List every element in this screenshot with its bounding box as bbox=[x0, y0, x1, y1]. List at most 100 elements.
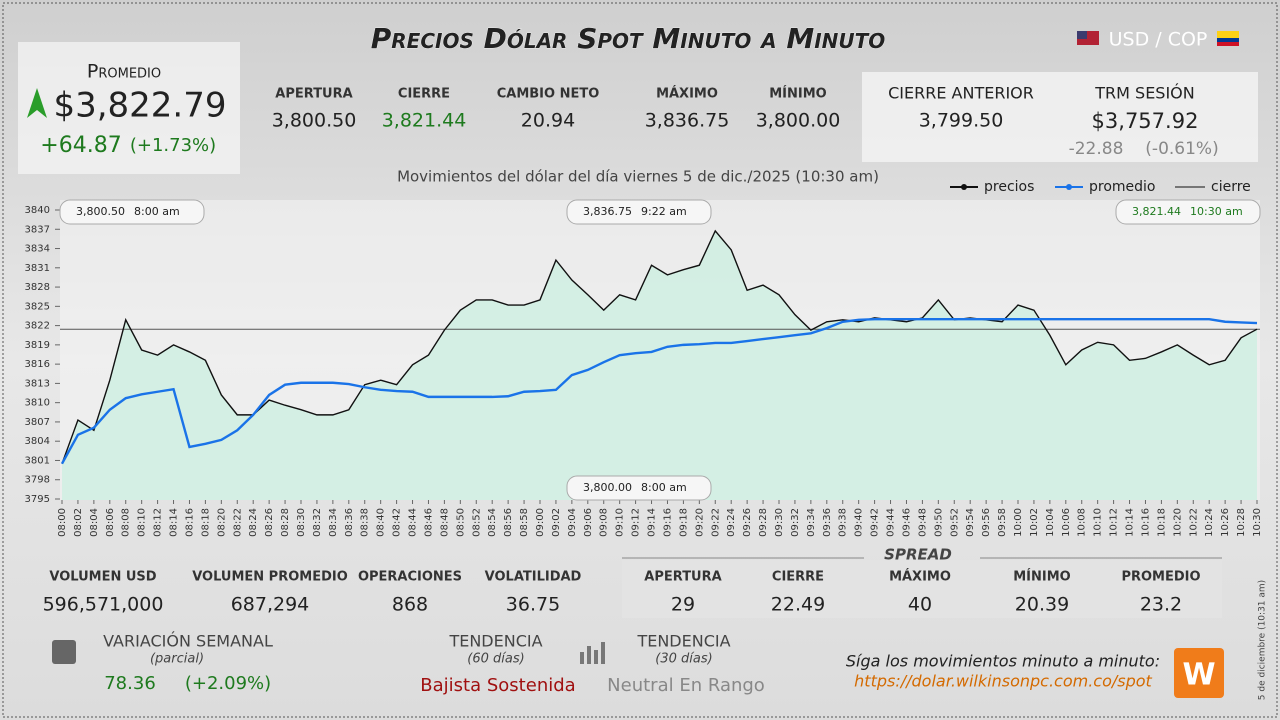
up-arrow bbox=[27, 88, 47, 118]
x-tick-label: 08:40 bbox=[376, 508, 387, 537]
x-tick-label: 10:14 bbox=[1125, 508, 1136, 537]
title: Precios Dólar Spot Minuto a Minuto bbox=[371, 22, 886, 55]
calendar-icon bbox=[52, 640, 76, 664]
spread-label: MÁXIMO bbox=[889, 569, 951, 585]
spread-value: 20.39 bbox=[1015, 594, 1069, 616]
spread-label: APERTURA bbox=[644, 570, 721, 585]
x-tick-label: 09:52 bbox=[949, 508, 960, 537]
x-tick-label: 08:14 bbox=[169, 508, 180, 537]
volume-label: VOLATILIDAD bbox=[485, 570, 582, 585]
trend-label: TENDENCIA bbox=[636, 632, 730, 651]
y-tick-label: 3822 bbox=[25, 321, 50, 332]
previous-label: CIERRE ANTERIOR bbox=[888, 84, 1034, 103]
y-tick-label: 3810 bbox=[25, 398, 50, 409]
x-tick-label: 10:06 bbox=[1061, 508, 1072, 537]
x-tick-label: 08:16 bbox=[184, 508, 195, 537]
annotation-time: 8:00 am bbox=[641, 481, 687, 494]
previous-box bbox=[862, 72, 1258, 162]
x-tick-label: 08:34 bbox=[328, 508, 339, 537]
y-tick-label: 3816 bbox=[25, 359, 50, 370]
x-tick-label: 10:18 bbox=[1156, 508, 1167, 537]
x-tick-label: 08:08 bbox=[121, 508, 132, 537]
x-tick-label: 08:18 bbox=[200, 508, 211, 537]
x-tick-label: 08:38 bbox=[360, 508, 371, 537]
spread-value: 29 bbox=[671, 594, 695, 616]
x-tick-label: 09:48 bbox=[917, 508, 928, 537]
average-change: +64.87 bbox=[40, 133, 121, 158]
x-tick-label: 09:10 bbox=[615, 508, 626, 537]
x-tick-label: 10:28 bbox=[1236, 508, 1247, 537]
stat-label: APERTURA bbox=[275, 87, 352, 102]
x-tick-label: 08:26 bbox=[264, 508, 275, 537]
trm-change: -22.88 bbox=[1069, 139, 1124, 159]
y-tick-label: 3807 bbox=[25, 417, 50, 428]
volume-label: OPERACIONES bbox=[358, 570, 462, 585]
x-tick-label: 09:12 bbox=[631, 508, 642, 537]
x-tick-label: 10:10 bbox=[1093, 508, 1104, 537]
volume-value: 687,294 bbox=[231, 594, 310, 616]
trend-value: Neutral En Rango bbox=[607, 675, 765, 696]
volume-value: 596,571,000 bbox=[43, 594, 164, 616]
x-tick-label: 09:36 bbox=[822, 508, 833, 537]
legend-dot bbox=[961, 184, 967, 190]
x-tick-label: 09:46 bbox=[901, 508, 912, 537]
x-tick-label: 09:22 bbox=[710, 508, 721, 537]
y-tick-label: 3837 bbox=[25, 224, 50, 235]
average-change-pct: (+1.73%) bbox=[130, 135, 216, 156]
chart-title: Movimientos del dólar del día viernes 5 … bbox=[397, 168, 879, 186]
y-tick-label: 3801 bbox=[25, 455, 50, 466]
average-box bbox=[18, 42, 240, 174]
trend-note: (30 días) bbox=[655, 652, 712, 667]
spread-label: PROMEDIO bbox=[1121, 570, 1200, 585]
stat-label: CIERRE bbox=[398, 87, 450, 102]
annotation-box bbox=[566, 475, 712, 501]
weekly-label: VARIACIÓN SEMANAL bbox=[103, 632, 273, 651]
x-tick-label: 09:42 bbox=[870, 508, 881, 537]
annotation-time: 8:00 am bbox=[134, 205, 180, 218]
stat-value: 3,800.50 bbox=[272, 110, 357, 132]
volume-value: 868 bbox=[392, 594, 428, 616]
x-tick-label: 09:16 bbox=[662, 508, 673, 537]
y-tick-label: 3795 bbox=[25, 494, 50, 505]
weekly-note: (parcial) bbox=[150, 652, 204, 667]
logo[interactable] bbox=[1174, 648, 1224, 698]
x-tick-label: 09:18 bbox=[678, 508, 689, 537]
y-tick-label: 3825 bbox=[25, 301, 50, 312]
annotation-time: 10:30 am bbox=[1190, 205, 1243, 218]
x-tick-label: 09:30 bbox=[774, 508, 785, 537]
y-tick-label: 3828 bbox=[25, 282, 50, 293]
x-tick-label: 08:54 bbox=[487, 508, 498, 537]
x-tick-label: 09:20 bbox=[694, 508, 705, 537]
x-tick-label: 08:00 bbox=[57, 508, 68, 537]
footer-text: Síga los movimientos minuto a minuto: bbox=[846, 652, 1160, 671]
trend-icon bbox=[580, 642, 605, 664]
stat-label: CAMBIO NETO bbox=[497, 87, 600, 102]
trm-value: $3,757.92 bbox=[1092, 109, 1199, 133]
x-tick-label: 09:04 bbox=[567, 508, 578, 537]
annotation-time: 9:22 am bbox=[641, 205, 687, 218]
trend-label: TENDENCIA bbox=[448, 632, 542, 651]
x-tick-label: 10:30 bbox=[1252, 508, 1263, 537]
x-tick-label: 10:08 bbox=[1077, 508, 1088, 537]
x-tick-label: 08:24 bbox=[248, 508, 259, 537]
spread-box bbox=[622, 560, 1222, 618]
footer-date: 5 de diciembre (10:31 am) bbox=[1258, 580, 1268, 700]
x-tick-label: 10:26 bbox=[1220, 508, 1231, 537]
annotation-box bbox=[1115, 199, 1261, 225]
weekly-change-pct: (+2.09%) bbox=[185, 673, 271, 694]
x-tick-label: 10:02 bbox=[1029, 508, 1040, 537]
x-tick-label: 09:38 bbox=[838, 508, 849, 537]
x-tick-label: 09:02 bbox=[551, 508, 562, 537]
average-value: $3,822.79 bbox=[53, 86, 226, 126]
stat-value: 3,821.44 bbox=[382, 110, 467, 132]
stat-value: 3,836.75 bbox=[645, 110, 730, 132]
x-tick-label: 08:46 bbox=[423, 508, 434, 537]
y-tick-label: 3798 bbox=[25, 475, 50, 486]
annotation-box bbox=[59, 199, 205, 225]
stat-value: 20.94 bbox=[521, 110, 575, 132]
legend-label: cierre bbox=[1211, 179, 1251, 195]
footer-url[interactable]: https://dolar.wilkinsonpc.com.co/spot bbox=[854, 672, 1152, 691]
x-tick-label: 08:48 bbox=[439, 508, 450, 537]
stat-label: MÍNIMO bbox=[769, 86, 826, 102]
